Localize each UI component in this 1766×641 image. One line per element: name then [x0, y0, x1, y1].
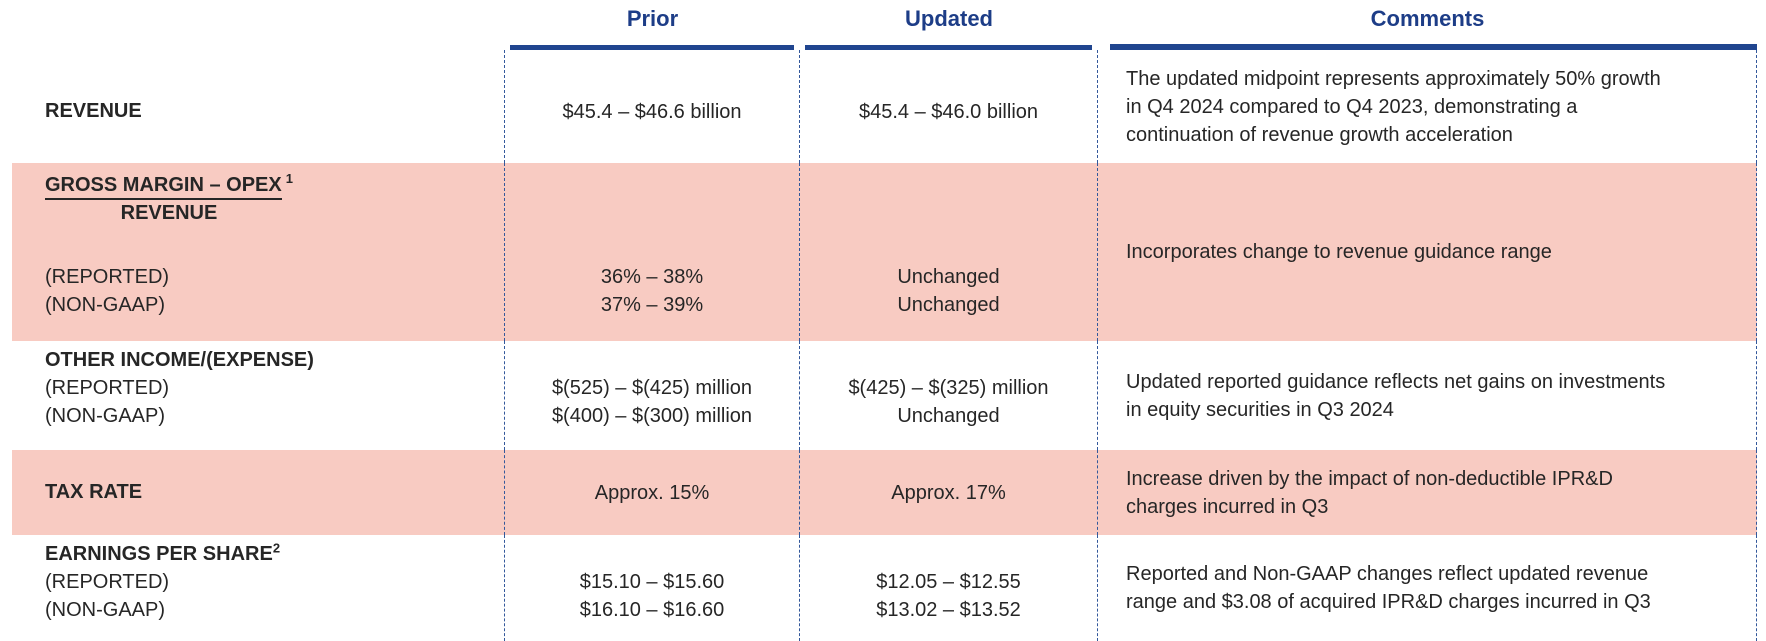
- eps-comment-cell: Reported and Non-GAAP changes reflect up…: [1098, 535, 1757, 641]
- tax-rate-row-label-cell: TAX RATE: [12, 450, 505, 535]
- column-header-comments: Comments: [1098, 0, 1757, 50]
- updated-value: $45.4 – $46.0 billion: [858, 100, 1039, 123]
- other-income-prior-cell: $(525) – $(425) million $(400) – $(300) …: [505, 341, 800, 450]
- table-row-tax-rate: TAX RATE Approx. 15% Approx. 17% Increas…: [12, 450, 1757, 535]
- prior-value-non-gaap: $16.10 – $16.60: [579, 599, 725, 621]
- sub-label-reported: (REPORTED): [45, 377, 170, 399]
- updated-value-reported: $(425) – $(325) million: [848, 377, 1049, 399]
- prior-value-reported: 36% – 38%: [600, 266, 704, 288]
- column-header-prior: Prior: [505, 0, 800, 50]
- prior-value: Approx. 15%: [594, 481, 710, 504]
- row-label: TAX RATE: [45, 481, 143, 503]
- gross-margin-fraction: GROSS MARGIN – OPEX 1 REVENUE: [45, 171, 293, 227]
- table-row-other-income: OTHER INCOME/(EXPENSE) (REPORTED) (NON-G…: [12, 341, 1757, 450]
- table-header-row: Prior Updated Comments: [12, 0, 1757, 50]
- header-spacer-cell: [12, 0, 505, 50]
- sub-label-reported: (REPORTED): [45, 571, 170, 593]
- table-row-gross-margin: GROSS MARGIN – OPEX 1 REVENUE (REPORTED) …: [12, 163, 1757, 341]
- row-label: OTHER INCOME/(EXPENSE): [45, 349, 314, 371]
- other-income-comment-cell: Updated reported guidance reflects net g…: [1098, 341, 1757, 450]
- row-label-numerator: GROSS MARGIN – OPEX: [45, 174, 282, 200]
- updated-value-non-gaap: $13.02 – $13.52: [876, 599, 1021, 621]
- comments-header-label: Comments: [1370, 6, 1485, 31]
- updated-value-non-gaap: Unchanged: [897, 294, 1000, 316]
- eps-row-label-cell: EARNINGS PER SHARE2 (REPORTED) (NON-GAAP…: [12, 535, 505, 641]
- gross-margin-row-label-cell: GROSS MARGIN – OPEX 1 REVENUE (REPORTED) …: [12, 163, 505, 341]
- comment-text: Increase driven by the impact of non-ded…: [1126, 467, 1613, 518]
- gross-margin-comment-cell: Incorporates change to revenue guidance …: [1098, 163, 1757, 341]
- comment-text: Updated reported guidance reflects net g…: [1126, 370, 1666, 421]
- prior-value: $45.4 – $46.6 billion: [562, 100, 742, 123]
- guidance-table: Prior Updated Comments REVENUE $45.4 – $…: [12, 0, 1757, 641]
- tax-rate-prior-cell: Approx. 15%: [505, 450, 800, 535]
- fraction-numerator-line: GROSS MARGIN – OPEX 1: [45, 171, 293, 200]
- prior-value-reported: $(525) – $(425) million: [551, 377, 753, 399]
- comment-text: Incorporates change to revenue guidance …: [1126, 241, 1552, 263]
- revenue-updated-cell: $45.4 – $46.0 billion: [800, 50, 1098, 163]
- revenue-comment-cell: The updated midpoint represents approxim…: [1098, 50, 1757, 163]
- revenue-row-label-cell: REVENUE: [12, 50, 505, 163]
- prior-header-label: Prior: [626, 6, 679, 31]
- prior-value-non-gaap: 37% – 39%: [600, 294, 704, 316]
- updated-header-label: Updated: [905, 6, 993, 31]
- sub-label-non-gaap: (NON-GAAP): [45, 599, 165, 621]
- footnote-marker-2: 2: [272, 540, 281, 556]
- tax-rate-updated-cell: Approx. 17%: [800, 450, 1098, 535]
- prior-value-non-gaap: $(400) – $(300) million: [551, 405, 753, 427]
- table-row-revenue: REVENUE $45.4 – $46.6 billion $45.4 – $4…: [12, 50, 1757, 163]
- column-header-updated: Updated: [800, 0, 1098, 50]
- updated-value-non-gaap: Unchanged: [897, 405, 1000, 427]
- gross-margin-updated-cell: Unchanged Unchanged: [800, 163, 1098, 341]
- comment-text: Reported and Non-GAAP changes reflect up…: [1126, 563, 1651, 613]
- label-spacer: [45, 227, 504, 263]
- sub-label-non-gaap: (NON-GAAP): [45, 405, 165, 427]
- sub-label-reported: (REPORTED): [45, 266, 170, 288]
- row-label: EARNINGS PER SHARE: [45, 543, 273, 565]
- footnote-marker-1: 1: [285, 171, 293, 187]
- eps-prior-cell: $15.10 – $15.60 $16.10 – $16.60: [505, 535, 800, 641]
- other-income-updated-cell: $(425) – $(325) million Unchanged: [800, 341, 1098, 450]
- updated-value-reported: $12.05 – $12.55: [876, 571, 1021, 593]
- tax-rate-comment-cell: Increase driven by the impact of non-ded…: [1098, 450, 1757, 535]
- row-label: REVENUE: [45, 100, 142, 122]
- eps-updated-cell: $12.05 – $12.55 $13.02 – $13.52: [800, 535, 1098, 641]
- prior-value-reported: $15.10 – $15.60: [579, 571, 725, 593]
- prior-header-underline-bar: [510, 45, 794, 50]
- revenue-prior-cell: $45.4 – $46.6 billion: [505, 50, 800, 163]
- gross-margin-prior-cell: 36% – 38% 37% – 39%: [505, 163, 800, 341]
- sub-label-non-gaap: (NON-GAAP): [45, 294, 165, 316]
- updated-value-reported: Unchanged: [897, 266, 1000, 288]
- updated-value: Approx. 17%: [891, 481, 1006, 504]
- other-income-row-label-cell: OTHER INCOME/(EXPENSE) (REPORTED) (NON-G…: [12, 341, 505, 450]
- table-row-earnings-per-share: EARNINGS PER SHARE2 (REPORTED) (NON-GAAP…: [12, 535, 1757, 641]
- comments-header-underline-bar: [1110, 44, 1757, 50]
- comment-text: The updated midpoint represents approxim…: [1126, 67, 1661, 146]
- row-label-line: EARNINGS PER SHARE2: [45, 540, 504, 568]
- updated-header-underline-bar: [805, 45, 1092, 50]
- row-label-denominator: REVENUE: [120, 202, 218, 224]
